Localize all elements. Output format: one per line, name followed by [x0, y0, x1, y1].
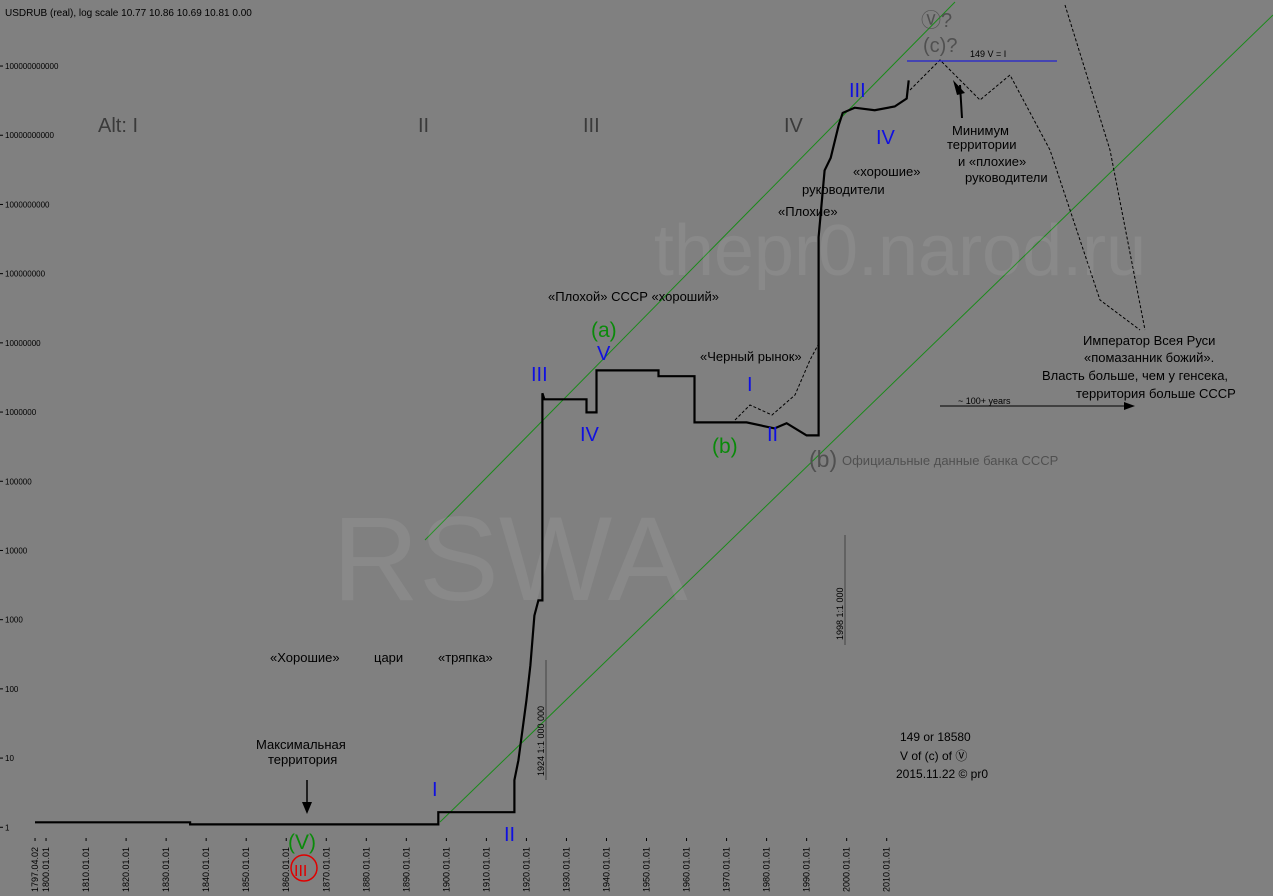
y-tick-label: 1000 — [5, 616, 23, 625]
annotation: цари — [374, 650, 403, 665]
annotation: IV — [784, 115, 804, 137]
annotation: V — [597, 343, 611, 365]
annotation: Ⓥ? — [921, 9, 952, 32]
annotation: Официальные данные банка СССР — [842, 453, 1058, 468]
projection — [734, 4, 1146, 421]
arrow-head — [1124, 402, 1135, 410]
y-tick-label: 10000 — [5, 546, 28, 555]
annotation: II — [767, 424, 778, 446]
x-tick-label: 1900.01.01 — [441, 847, 451, 892]
x-tick-label: 1860.01.01 — [281, 847, 291, 892]
annotation: руководители — [802, 182, 885, 197]
annotation: «Хорошие» — [270, 650, 340, 665]
annotation: I — [747, 374, 753, 396]
x-tick-label: 1840.01.01 — [201, 847, 211, 892]
annotation: Власть больше, чем у генсека, — [1042, 368, 1228, 383]
y-tick-label: 100 — [5, 685, 19, 694]
watermark: thepr0.narod.ru — [654, 211, 1146, 291]
annotation: II — [504, 824, 515, 846]
y-tick-label: 10000000000 — [5, 131, 54, 140]
x-tick-label: 1850.01.01 — [241, 847, 251, 892]
x-tick-label: 1950.01.01 — [642, 847, 652, 892]
annotation: Максимальная — [256, 737, 346, 752]
price-line — [35, 80, 910, 826]
y-tick-label: 100000000000 — [5, 62, 59, 71]
x-tick-label: 1820.01.01 — [121, 847, 131, 892]
x-tick-label: 1910.01.01 — [481, 847, 491, 892]
x-tick-label: 1980.01.01 — [762, 847, 772, 892]
annotation: «Плохой» СССР «хороший» — [548, 289, 719, 304]
annotation: территория — [268, 752, 337, 767]
annotation: территории — [947, 137, 1017, 152]
annotation: III — [583, 115, 600, 137]
x-tick-label: 1970.01.01 — [722, 847, 732, 892]
y-tick-label: 1000000 — [5, 408, 37, 417]
y-tick-label: 10 — [5, 754, 14, 763]
annotation: 1998 1:1 000 — [835, 587, 845, 640]
annotation: 1924 1:1 000 000 — [536, 706, 546, 776]
annotation: ~ 100+ years — [958, 396, 1011, 406]
annotation: III — [849, 80, 866, 102]
annotation: «Черный рынок» — [700, 349, 802, 364]
x-tick-label: 1800.01.01 — [41, 847, 51, 892]
y-tick-label: 100000 — [5, 477, 32, 486]
annotation: Alt: I — [98, 115, 138, 137]
annotation: «Плохие» — [778, 204, 838, 219]
annotation: Минимум — [952, 123, 1009, 138]
annotation: IV — [580, 424, 600, 446]
annotation: (c)? — [923, 35, 957, 57]
y-tick-label: 100000000 — [5, 270, 46, 279]
x-tick-label: 1810.01.01 — [81, 847, 91, 892]
trend-channel — [424, 1, 1273, 823]
x-tick-label: 2000.01.01 — [842, 847, 852, 892]
annotation: «помазанник божий». — [1084, 350, 1214, 365]
annotation: V of (c) of Ⓥ — [900, 749, 967, 763]
annotation: 2015.11.22 © pr0 — [896, 767, 988, 781]
annotation: IV — [876, 127, 896, 149]
annotation: Император Всея Руси — [1083, 333, 1215, 348]
upper-channel — [424, 1, 956, 541]
annotation: и «плохие» — [958, 154, 1026, 169]
x-tick-label: 1870.01.01 — [321, 847, 331, 892]
x-tick-label: 1880.01.01 — [361, 847, 371, 892]
watermark: RSWA — [332, 492, 688, 626]
annotation: (a) — [591, 319, 617, 342]
x-tick-label: 1890.01.01 — [401, 847, 411, 892]
arrow-head — [953, 80, 965, 95]
annotation: территория больше СССР — [1076, 386, 1236, 401]
circle-mark — [290, 854, 318, 882]
y-tick-label: 1000000000 — [5, 200, 50, 209]
annotation: руководители — [965, 170, 1048, 185]
annotation: II — [418, 115, 429, 137]
annotation: 149 or 18580 — [900, 730, 971, 744]
x-tick-label: 1920.01.01 — [521, 847, 531, 892]
annotation: I — [432, 779, 438, 801]
annotation: (b) — [712, 435, 738, 458]
x-tick-label: 1990.01.01 — [802, 847, 812, 892]
annotation: III — [294, 863, 307, 880]
x-tick-label: 1797.04.02 — [30, 847, 40, 892]
arrow-head — [302, 802, 312, 814]
annotation: (V) — [288, 831, 316, 854]
chart-title: USDRUB (real), log scale 10.77 10.86 10.… — [5, 8, 252, 19]
x-tick-label: 1960.01.01 — [682, 847, 692, 892]
y-tick-label: 1 — [5, 823, 10, 832]
black-market-path — [734, 344, 819, 421]
annotation: 149 V = I — [970, 49, 1006, 59]
x-tick-label: 2010.01.01 — [882, 847, 892, 892]
projection-path — [1064, 4, 1146, 331]
annotation: (b) — [809, 446, 837, 472]
y-tick-label: 10000000 — [5, 339, 41, 348]
annotation: III — [531, 364, 548, 386]
annotation: «тряпка» — [438, 650, 493, 665]
x-tick-label: 1930.01.01 — [561, 847, 571, 892]
x-tick-label: 1940.01.01 — [601, 847, 611, 892]
lower-channel — [439, 14, 1273, 823]
x-tick-label: 1830.01.01 — [161, 847, 171, 892]
annotation: «хорошие» — [853, 164, 920, 179]
